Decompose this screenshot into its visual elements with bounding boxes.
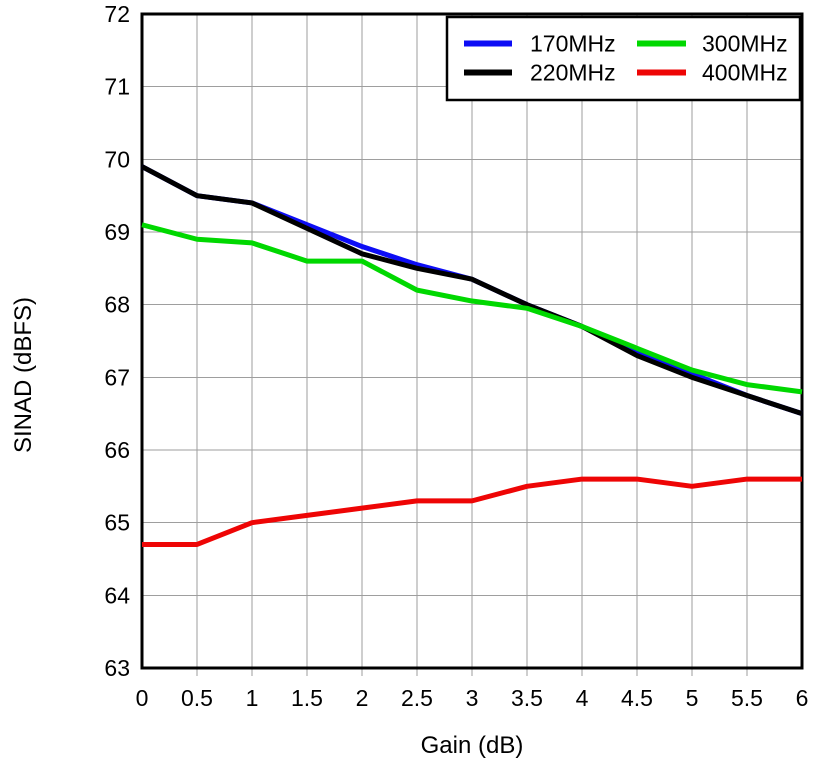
y-tick-label: 72: [104, 1, 130, 27]
y-axis-title: SINAD (dBFS): [10, 297, 37, 453]
y-tick-label: 66: [104, 437, 130, 463]
x-tick-label: 5: [686, 685, 699, 711]
y-tick-label: 69: [104, 219, 130, 245]
series-line-300mhz: [141, 222, 803, 395]
y-tick-label: 65: [104, 510, 130, 536]
legend-label-170mhz: 170MHz: [530, 31, 616, 57]
legend-label-220mhz: 220MHz: [530, 60, 616, 86]
x-tick-label: 5.5: [731, 685, 763, 711]
gridlines: [142, 15, 802, 676]
y-tick-label: 63: [104, 655, 130, 681]
legend-label-400mhz: 400MHz: [702, 60, 788, 86]
y-axis-tick-labels: 63 64 65 66 67 68 69 70 71 72: [104, 1, 130, 681]
x-tick-label: 4: [576, 685, 589, 711]
legend: 170MHz 220MHz 300MHz 400MHz: [445, 15, 802, 102]
series-line-400mhz: [142, 476, 802, 547]
y-tick-label: 68: [104, 292, 130, 318]
x-tick-label: 0.5: [181, 685, 213, 711]
y-tick-label: 70: [104, 146, 130, 172]
x-axis-tick-labels: 0 0.5 1 1.5 2 2.5 3 3.5 4 4.5 5 5.5 6: [136, 685, 809, 711]
legend-box: [445, 15, 802, 102]
x-axis-title: Gain (dB): [421, 732, 524, 759]
x-tick-label: 1.5: [291, 685, 323, 711]
y-tick-label: 71: [104, 74, 130, 100]
plot-border: [140, 12, 804, 670]
y-tick-label: 64: [104, 582, 130, 608]
legend-label-300mhz: 300MHz: [702, 31, 788, 57]
x-tick-label: 1: [246, 685, 259, 711]
x-tick-label: 6: [796, 685, 809, 711]
y-tick-label: 67: [104, 364, 130, 390]
x-tick-label: 3: [466, 685, 479, 711]
series-lines: [140, 164, 803, 547]
series-line-220mhz: [140, 164, 803, 417]
x-tick-label: 2: [356, 685, 369, 711]
x-tick-label: 4.5: [621, 685, 653, 711]
x-tick-label: 3.5: [511, 685, 543, 711]
x-tick-label: 2.5: [401, 685, 433, 711]
x-tick-label: 0: [136, 685, 149, 711]
